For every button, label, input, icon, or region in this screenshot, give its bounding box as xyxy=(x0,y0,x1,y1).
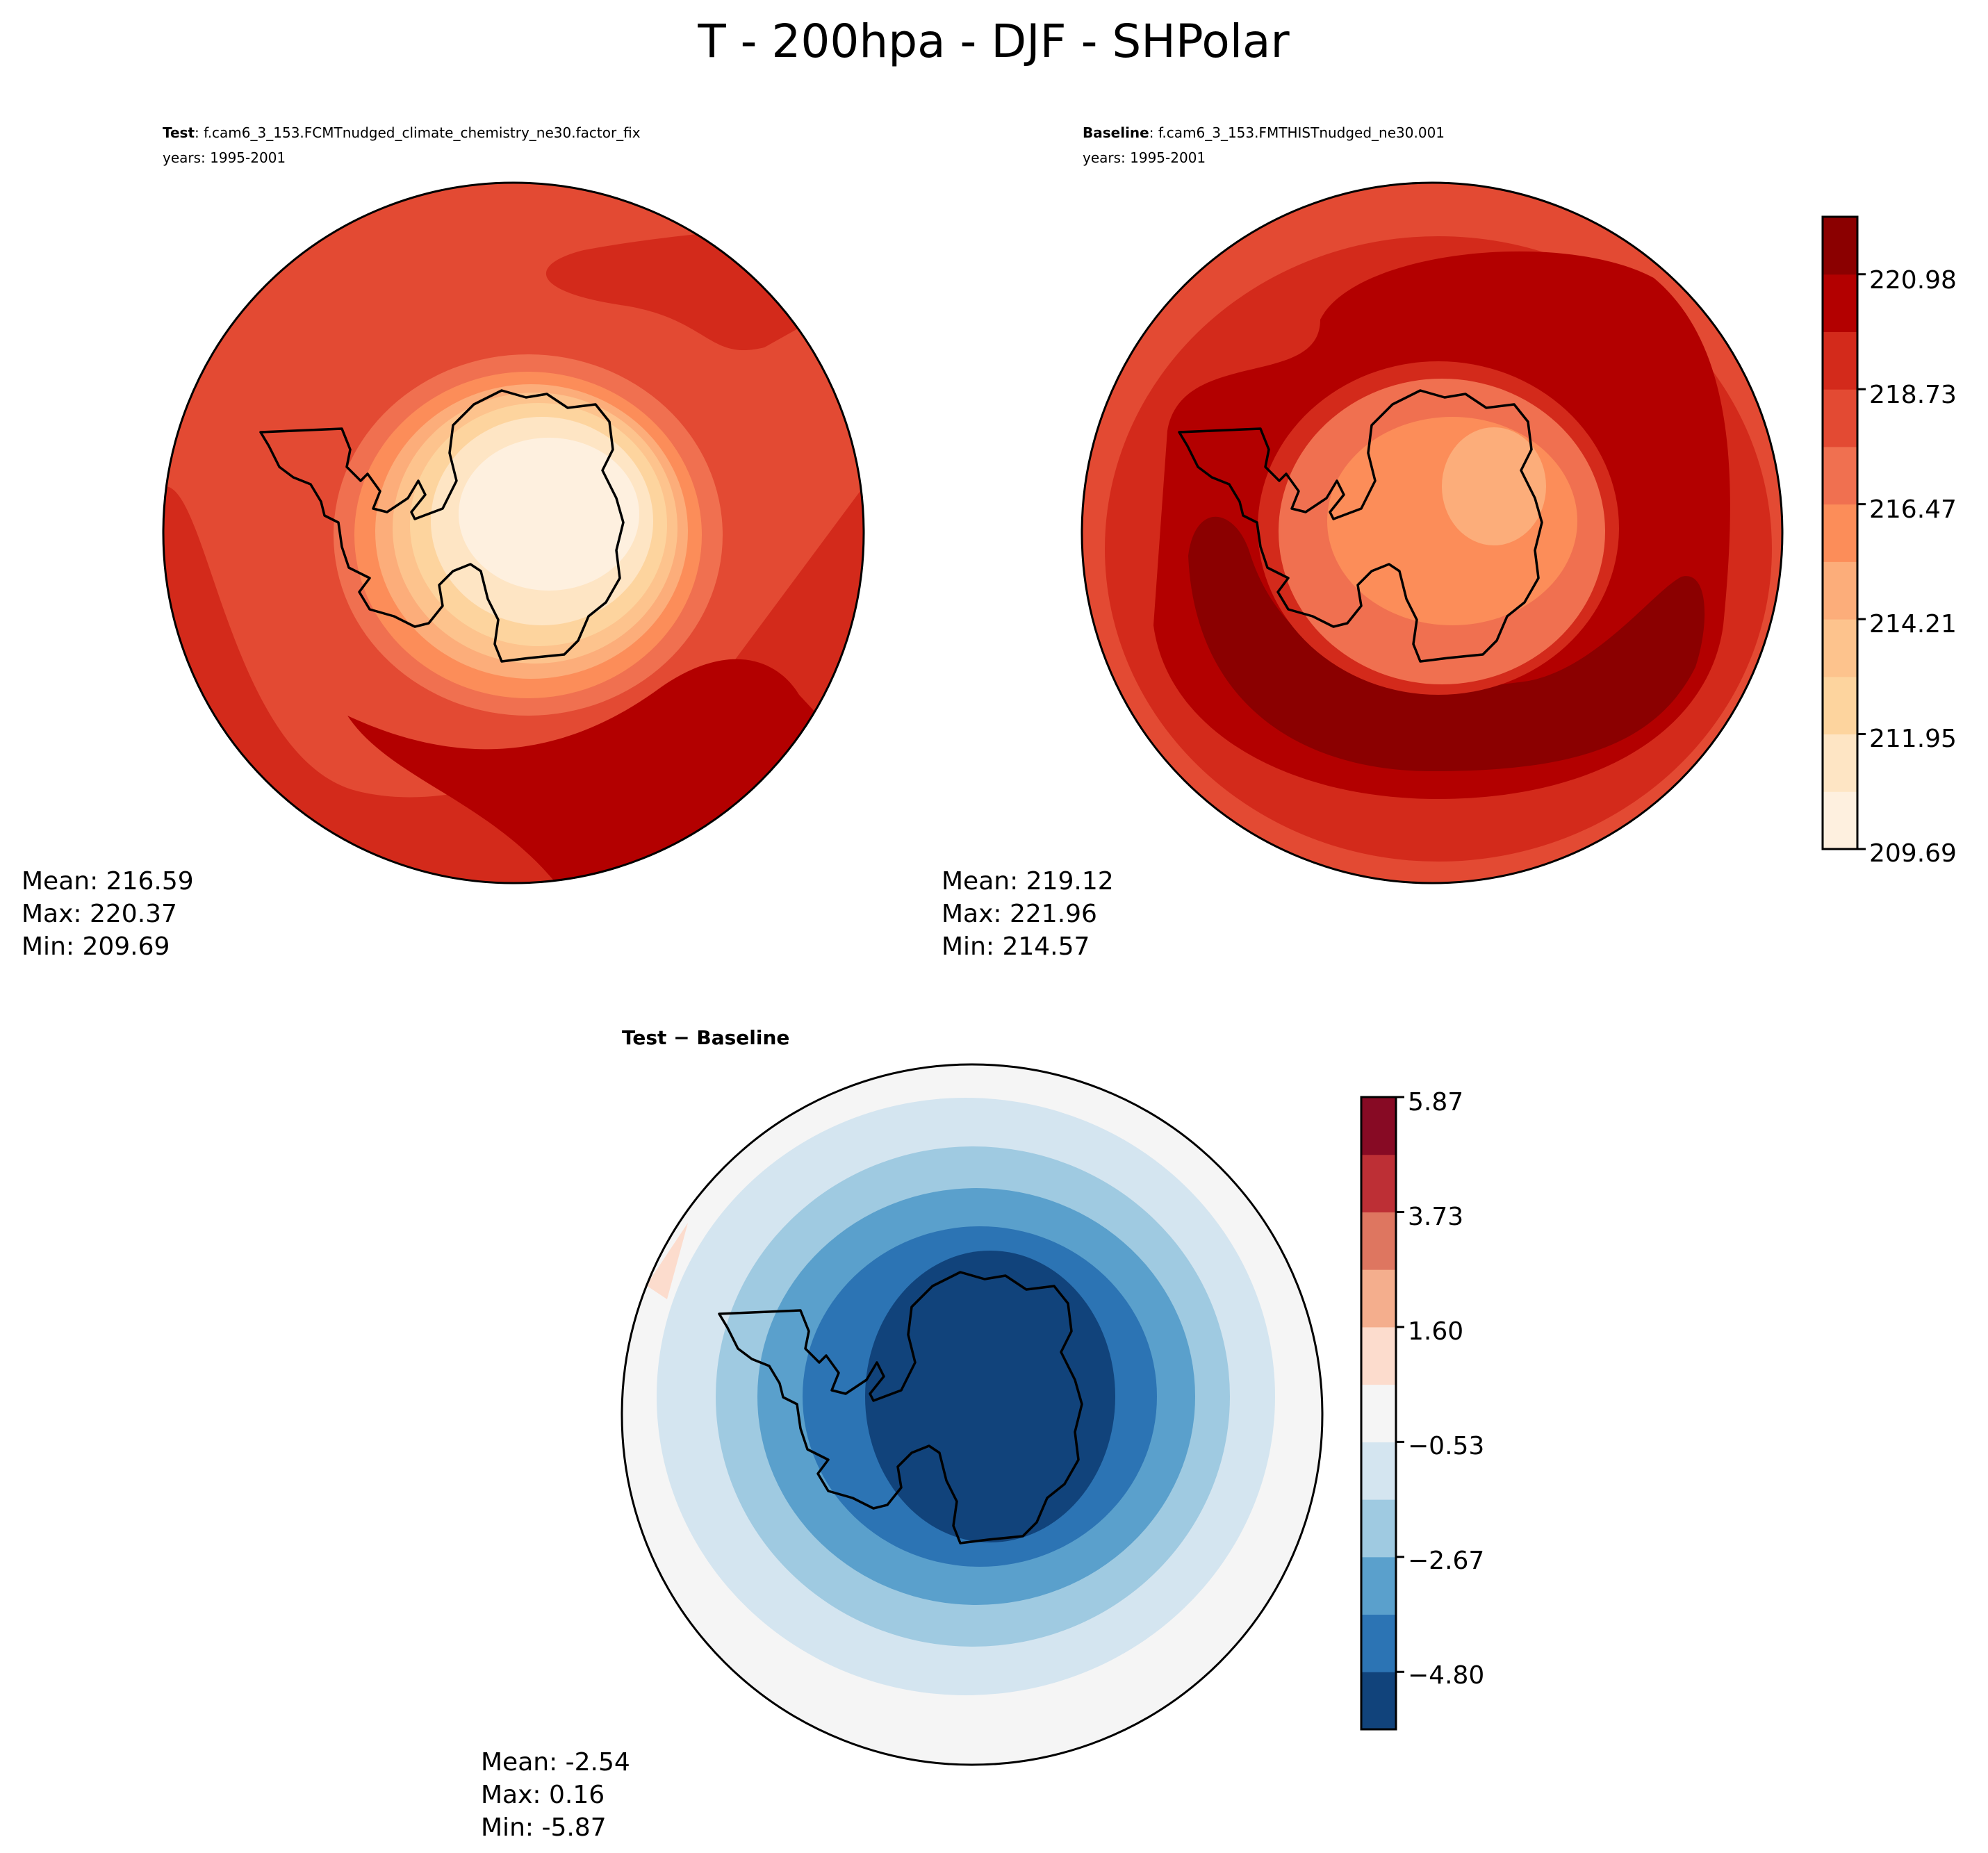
test-map xyxy=(163,183,864,883)
cb2-tick: −2.67 xyxy=(1408,1547,1484,1575)
test-label-bold: Test xyxy=(163,124,195,141)
colorbar-diff-ticks: −4.80 −2.67 −0.53 1.60 3.73 5.87 xyxy=(1408,1088,1484,1690)
cb1-tick: 209.69 xyxy=(1869,839,1957,868)
baseline-label-bold: Baseline xyxy=(1083,124,1149,141)
cb1-tick: 220.98 xyxy=(1869,266,1957,295)
colorbar-band xyxy=(1361,1269,1396,1328)
colorbar-band xyxy=(1823,504,1857,562)
cb2-tick: −0.53 xyxy=(1408,1432,1484,1460)
colorbar-band xyxy=(1361,1154,1396,1212)
cb1-tick: 216.47 xyxy=(1869,495,1957,524)
colorbar-band xyxy=(1361,1672,1396,1730)
diff-map-boundary xyxy=(621,1063,1324,1766)
baseline-mean: Mean: 219.12 xyxy=(942,867,1114,896)
test-years: years: 1995-2001 xyxy=(163,149,286,166)
test-max: Max: 220.37 xyxy=(22,900,177,928)
test-min: Min: 209.69 xyxy=(22,932,170,961)
colorbar-band xyxy=(1361,1326,1396,1385)
diff-panel: Test − Baseline Mean: -2.54 Max: 0.16 Mi… xyxy=(481,1026,1324,1842)
colorbar-band xyxy=(1823,331,1857,390)
test-label: Test: f.cam6_3_153.FCMTnudged_climate_ch… xyxy=(163,124,641,141)
baseline-max: Max: 221.96 xyxy=(942,900,1097,928)
colorbar-band xyxy=(1823,217,1857,275)
colorbar-test-baseline-ticks: 209.69 211.95 214.21 216.47 218.73 220.9… xyxy=(1869,266,1957,868)
colorbar-band xyxy=(1361,1614,1396,1672)
cb2-tick: 5.87 xyxy=(1408,1088,1463,1117)
colorbar-band xyxy=(1823,734,1857,792)
baseline-min: Min: 214.57 xyxy=(942,932,1090,961)
figure-title: T - 200hpa - DJF - SHPolar xyxy=(697,15,1290,68)
baseline-label-run: : f.cam6_3_153.FMTHISTnudged_ne30.001 xyxy=(1149,124,1445,141)
baseline-map xyxy=(1082,183,1782,883)
test-mean: Mean: 216.59 xyxy=(22,867,194,896)
cb1-tick: 214.21 xyxy=(1869,610,1957,639)
cb2-tick: 1.60 xyxy=(1408,1317,1463,1346)
cb2-tick: −4.80 xyxy=(1408,1661,1484,1690)
colorbar-test-baseline xyxy=(1821,215,1866,850)
colorbar-band xyxy=(1823,389,1857,447)
colorbar-band xyxy=(1361,1097,1396,1155)
test-label-run: : f.cam6_3_153.FCMTnudged_climate_chemis… xyxy=(195,124,641,141)
baseline-years: years: 1995-2001 xyxy=(1083,149,1206,166)
diff-map xyxy=(622,1064,1322,1765)
diff-min: Min: -5.87 xyxy=(481,1813,607,1842)
diff-label: Test − Baseline xyxy=(622,1026,789,1049)
test-panel: Test: f.cam6_3_153.FCMTnudged_climate_ch… xyxy=(22,124,865,961)
colorbar-band xyxy=(1823,274,1857,332)
test-map-boundary xyxy=(162,181,865,884)
colorbar-band xyxy=(1361,1556,1396,1615)
colorbar-band xyxy=(1823,619,1857,677)
cb1-tick: 211.95 xyxy=(1869,725,1957,753)
colorbar-outline xyxy=(1360,1096,1397,1731)
baseline-label: Baseline: f.cam6_3_153.FMTHISTnudged_ne3… xyxy=(1083,124,1445,141)
colorbar-outline xyxy=(1821,215,1859,850)
cb2-tick: 3.73 xyxy=(1408,1203,1463,1231)
diff-max: Max: 0.16 xyxy=(481,1781,605,1809)
colorbar-band xyxy=(1361,1442,1396,1500)
colorbar-band xyxy=(1361,1499,1396,1558)
cb1-tick: 218.73 xyxy=(1869,381,1957,409)
colorbar-band xyxy=(1823,561,1857,620)
colorbar-diff xyxy=(1360,1096,1404,1731)
colorbar-band xyxy=(1823,791,1857,850)
colorbar-band xyxy=(1361,1384,1396,1442)
baseline-panel: Baseline: f.cam6_3_153.FMTHISTnudged_ne3… xyxy=(942,124,1784,961)
diff-mean: Mean: -2.54 xyxy=(481,1748,630,1777)
colorbar-band xyxy=(1361,1212,1396,1270)
baseline-map-boundary xyxy=(1081,181,1784,884)
colorbar-band xyxy=(1823,446,1857,505)
colorbar-band xyxy=(1823,676,1857,735)
